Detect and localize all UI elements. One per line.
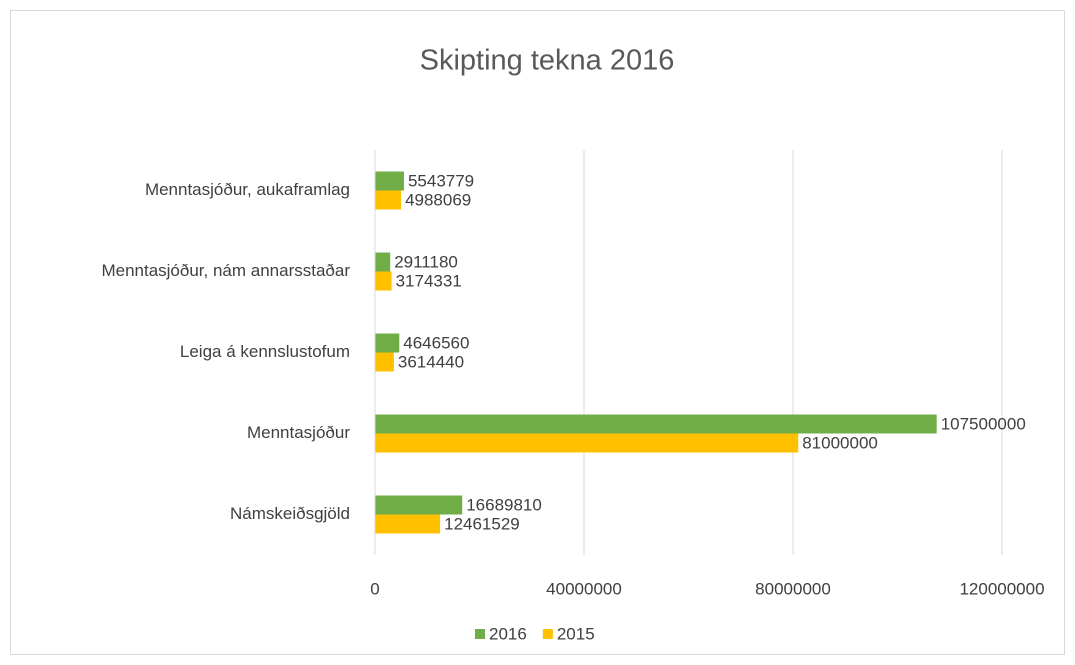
data-label: 3174331 — [396, 271, 462, 290]
data-label: 2911180 — [394, 252, 458, 271]
x-tick-label: 0 — [370, 579, 379, 598]
bar — [375, 352, 394, 372]
y-tick-label: Menntasjóður, aukaframlag — [145, 180, 350, 199]
bar — [375, 171, 404, 191]
data-label: 5543779 — [408, 171, 474, 190]
bar — [375, 514, 441, 534]
data-label: 107500000 — [941, 414, 1026, 433]
chart-title: Skipting tekna 2016 — [420, 45, 675, 77]
legend-swatch — [475, 629, 485, 639]
chart-border — [10, 10, 1065, 655]
bar — [375, 333, 400, 353]
data-label: 12461529 — [444, 514, 520, 533]
data-label: 16689810 — [466, 495, 542, 514]
data-label: 4646560 — [403, 333, 469, 352]
y-tick-label: Menntasjóður — [247, 423, 350, 442]
data-label: 3614440 — [398, 352, 464, 371]
legend-label: 2015 — [557, 624, 595, 643]
bar — [375, 271, 392, 291]
data-label: 81000000 — [802, 433, 878, 452]
bar — [375, 495, 463, 515]
y-tick-label: Menntasjóður, nám annarsstaðar — [101, 261, 350, 280]
bar — [375, 414, 937, 434]
bar — [375, 433, 799, 453]
y-tick-label: Námskeiðsgjöld — [230, 504, 350, 523]
legend-swatch — [542, 629, 553, 639]
x-tick-label: 80000000 — [755, 579, 831, 598]
bar — [375, 190, 402, 210]
data-label: 4988069 — [405, 190, 471, 209]
y-tick-label: Leiga á kennslustofum — [180, 342, 350, 361]
x-tick-label: 40000000 — [546, 579, 622, 598]
x-tick-label: 120000000 — [959, 579, 1044, 598]
legend-label: 2016 — [489, 624, 527, 643]
bar — [375, 252, 391, 272]
